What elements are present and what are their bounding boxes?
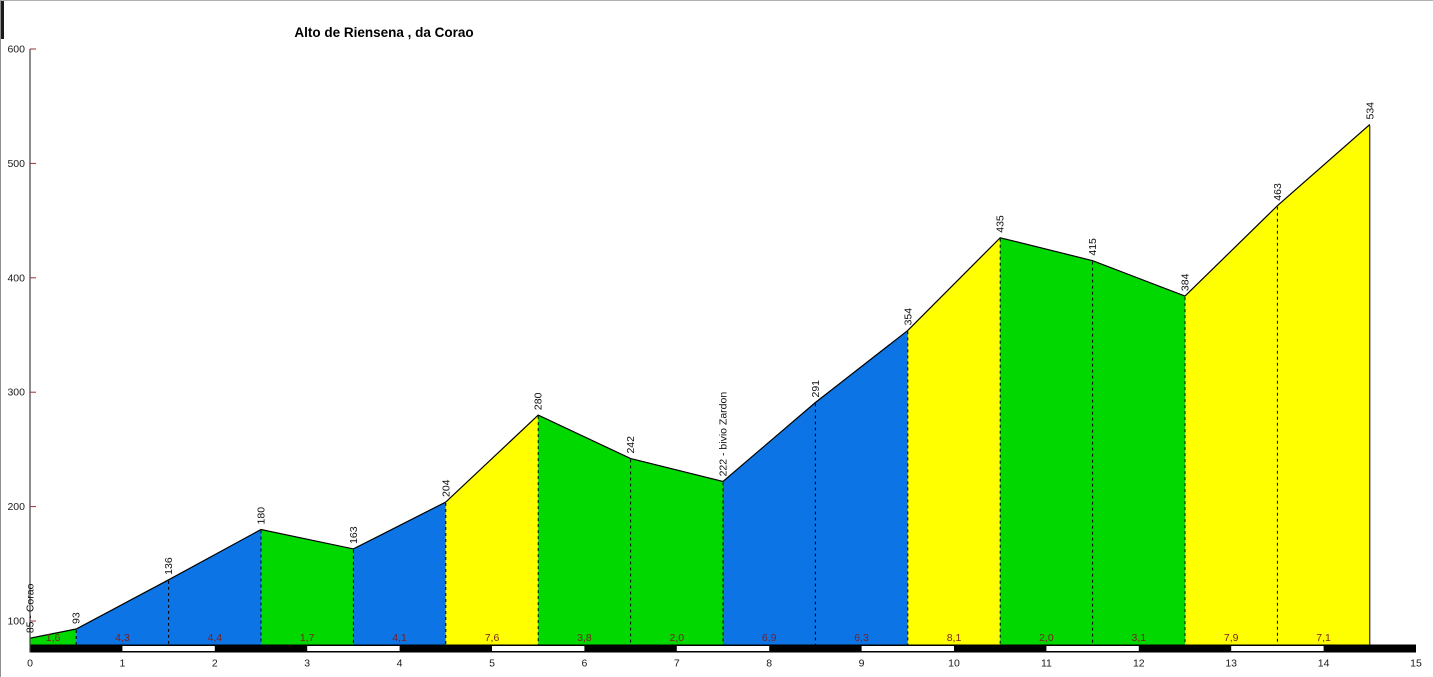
gradient-label: 3,8 (577, 632, 592, 644)
gradient-label: 1,7 (300, 632, 315, 644)
x-axis-tick-label: 0 (27, 658, 33, 670)
km-ruler-white-stripe (1231, 646, 1324, 651)
x-axis-tick-label: 13 (1225, 658, 1237, 670)
km-ruler-white-stripe (1046, 646, 1139, 651)
elevation-label: 384 (1180, 273, 1192, 291)
x-axis-tick-label: 11 (1041, 658, 1052, 670)
gradient-label: 3,1 (1131, 632, 1146, 644)
x-axis-tick-label: 3 (304, 658, 310, 670)
elevation-label: 534 (1364, 102, 1376, 120)
gradient-label: 4,4 (207, 632, 222, 644)
elevation-label: 463 (1272, 183, 1284, 201)
gradient-label: 1,6 (46, 632, 61, 644)
y-axis-tick-label: 400 (7, 272, 25, 284)
x-axis-tick-label: 15 (1410, 658, 1422, 670)
x-axis-tick-label: 5 (489, 658, 495, 670)
x-axis-tick-label: 1 (119, 658, 125, 670)
y-axis-tick-label: 100 (7, 616, 25, 628)
profile-segment-fill (538, 415, 631, 645)
y-axis-tick-label: 500 (7, 158, 25, 170)
gradient-label: 2,0 (669, 632, 684, 644)
elevation-label: 222 - bivio Zardon (718, 392, 730, 477)
km-ruler-white-stripe (122, 646, 215, 651)
km-ruler-white-stripe (492, 646, 585, 651)
km-ruler-white-stripe (861, 646, 954, 651)
profile-segment-fill (445, 415, 539, 645)
y-axis-tick-label: 300 (7, 387, 25, 399)
profile-segment-fill (30, 629, 77, 645)
profile-segment-fill (261, 529, 354, 645)
profile-outline (29, 124, 1371, 639)
elevation-label: 85 - Corao (25, 583, 37, 633)
x-axis-tick-label: 7 (674, 658, 680, 670)
gradient-label: 7,6 (485, 632, 500, 644)
elevation-label: 291 (810, 380, 822, 398)
gradient-label: 2,0 (1039, 632, 1054, 644)
profile-segment-fill (168, 529, 261, 645)
x-axis-tick-label: 9 (859, 658, 865, 670)
profile-segment-fill (723, 402, 816, 645)
y-axis-tick-label: 600 (7, 44, 25, 56)
elevation-label: 242 (625, 436, 637, 454)
profile-segment-fill (1277, 124, 1370, 645)
elevation-label: 204 (440, 479, 452, 497)
elevation-label: 93 (71, 612, 83, 624)
x-axis-tick-label: 2 (212, 658, 218, 670)
elevation-label: 354 (902, 308, 914, 326)
gradient-label: 7,9 (1224, 632, 1239, 644)
profile-segment-fill (353, 502, 446, 645)
gradient-label: 6,9 (762, 632, 777, 644)
window-edge-mark (1, 1, 4, 39)
elevation-label: 415 (1087, 238, 1099, 256)
gradient-label: 6,3 (854, 632, 869, 644)
km-ruler-white-stripe (676, 646, 770, 651)
x-axis-tick-label: 8 (766, 658, 772, 670)
elevation-label: 180 (256, 507, 268, 525)
profile-segment-fill (1092, 260, 1185, 645)
elevation-label: 136 (163, 557, 175, 575)
profile-segment-fill (1000, 237, 1093, 645)
x-axis-tick-label: 6 (581, 658, 587, 670)
profile-segment-fill (630, 458, 723, 645)
x-axis-tick-label: 4 (397, 658, 403, 670)
profile-segment-fill (907, 237, 1001, 645)
gradient-label: 4,3 (115, 632, 130, 644)
gradient-label: 7,1 (1316, 632, 1331, 644)
x-axis-tick-label: 12 (1133, 658, 1145, 670)
elevation-label: 163 (348, 526, 360, 544)
y-axis-tick-label: 200 (7, 501, 25, 513)
gradient-label: 8,1 (947, 632, 962, 644)
x-axis-tick-label: 10 (948, 658, 960, 670)
km-ruler-white-stripe (307, 646, 400, 651)
profile-segment-fill (76, 579, 169, 645)
elevation-label: 435 (995, 215, 1007, 233)
gradient-label: 4,1 (392, 632, 407, 644)
chart-title: Alto de Riensena , da Corao (294, 25, 474, 40)
elevation-label: 280 (533, 392, 545, 410)
profile-segment-fill (815, 330, 908, 645)
profile-segment-fill (1185, 205, 1278, 645)
x-axis-tick-label: 14 (1318, 658, 1330, 670)
